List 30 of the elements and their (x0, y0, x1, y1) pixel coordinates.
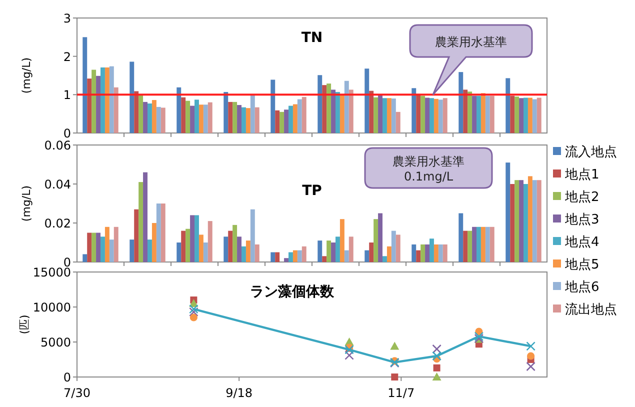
legend-label: 地点3 (564, 212, 600, 228)
legend-label: 地点2 (564, 190, 600, 205)
y-tick-label: 10000 (32, 300, 71, 314)
y-tick-label: 3 (63, 12, 71, 26)
y-axis-title: (匹) (18, 314, 31, 334)
y-tick-label: 0 (63, 370, 71, 384)
text: TP (302, 183, 322, 199)
y-axis-title: (mg/L) (20, 57, 33, 94)
legend-label: 地点5 (564, 258, 600, 272)
y-tick-label: 0 (63, 126, 71, 140)
y-tick-label: 1 (63, 88, 71, 102)
text: TN (301, 30, 323, 46)
annotation: 農業用水基準 0.1mg/L (392, 154, 464, 184)
text: ラン藻個体数 (250, 284, 335, 300)
y-tick-label: 5000 (40, 336, 71, 350)
y-axis-title: (mg/L) (20, 185, 33, 222)
x-tick-label: 9/18 (226, 386, 253, 400)
y-tick-label: 0.06 (44, 138, 71, 152)
annotation: 農業用水基準 (435, 35, 507, 49)
y-tick-label: 15000 (32, 266, 71, 280)
x-tick-label: 11/7 (388, 386, 415, 400)
legend-label: 地点6 (564, 280, 600, 295)
y-tick-label: 2 (63, 50, 71, 64)
legend-label: 流入地点 (565, 144, 617, 160)
legend-label: 流出地点 (565, 302, 617, 318)
y-tick-label: 0.04 (44, 178, 71, 192)
legend-label: 地点4 (564, 235, 600, 250)
y-tick-label: 0.02 (44, 216, 71, 230)
legend-label: 地点1 (564, 168, 600, 182)
x-tick-label: 7/30 (64, 386, 90, 400)
